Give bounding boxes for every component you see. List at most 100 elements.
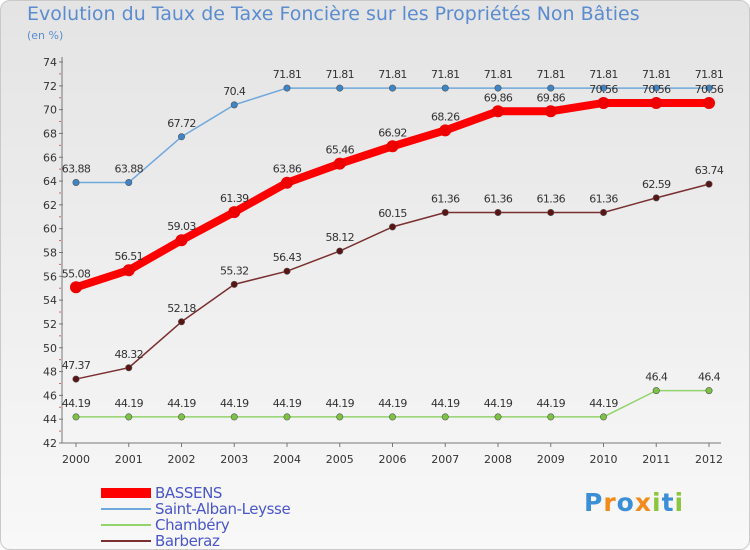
- data-label: 44.19: [484, 397, 513, 410]
- y-tick-label: 74: [43, 56, 57, 69]
- data-point: [494, 208, 502, 216]
- data-label: 44.19: [167, 397, 196, 410]
- data-point: [597, 96, 610, 109]
- data-label: 71.81: [537, 68, 566, 81]
- data-point: [441, 208, 449, 216]
- data-point: [336, 247, 344, 255]
- data-point: [599, 84, 607, 92]
- chart-title: Evolution du Taux de Taxe Foncière sur l…: [27, 3, 640, 25]
- logo-letter: P: [584, 488, 604, 517]
- y-tick-label: 42: [43, 437, 57, 450]
- data-label: 44.19: [431, 397, 460, 410]
- data-point: [705, 180, 713, 188]
- data-label: 66.92: [378, 126, 407, 139]
- data-point: [705, 387, 713, 395]
- data-label: 63.88: [115, 162, 144, 175]
- legend-label: Saint-Alban-Leysse: [155, 500, 291, 518]
- data-label: 63.74: [695, 164, 724, 177]
- data-label: 70.4: [223, 85, 246, 98]
- data-label: 60.15: [378, 207, 407, 220]
- data-point: [281, 176, 293, 189]
- data-point: [494, 413, 502, 421]
- data-point: [283, 84, 291, 92]
- y-axis-unit-label: (en %): [27, 29, 64, 42]
- data-label: 44.19: [326, 397, 355, 410]
- data-label: 44.19: [115, 397, 144, 410]
- logo-letter: t: [661, 488, 675, 517]
- data-point: [547, 84, 555, 92]
- data-point: [386, 140, 399, 153]
- data-point: [441, 84, 449, 92]
- x-tick-label: 2000: [62, 453, 90, 466]
- y-tick-label: 72: [43, 80, 57, 93]
- x-tick-label: 2012: [695, 453, 723, 466]
- x-tick-label: 2010: [590, 453, 618, 466]
- data-point: [125, 413, 133, 421]
- data-point: [547, 413, 555, 421]
- legend-label: Barberaz: [155, 532, 220, 550]
- logo-letter: o: [616, 488, 635, 517]
- data-point: [178, 318, 186, 326]
- y-tick-label: 56: [43, 270, 57, 283]
- data-label: 71.81: [378, 68, 407, 81]
- legend-swatch: [101, 488, 151, 498]
- data-label: 70.56: [589, 83, 618, 96]
- x-tick-label: 2003: [220, 453, 248, 466]
- x-tick-label: 2005: [326, 453, 354, 466]
- data-label: 71.81: [642, 68, 671, 81]
- data-point: [652, 194, 660, 202]
- data-label: 70.56: [695, 83, 724, 96]
- data-label: 71.81: [695, 68, 724, 81]
- data-label: 71.81: [589, 68, 618, 81]
- data-point: [547, 208, 555, 216]
- data-point: [492, 105, 504, 118]
- data-point: [599, 208, 607, 216]
- data-label: 71.81: [484, 68, 513, 81]
- legend-label: BASSENS: [155, 484, 223, 502]
- data-label: 52.18: [167, 302, 196, 315]
- data-label: 71.81: [431, 68, 460, 81]
- data-label: 55.32: [220, 264, 249, 277]
- data-point: [544, 105, 557, 118]
- legend-label: Chambéry: [155, 516, 230, 534]
- data-point: [599, 413, 607, 421]
- legend-swatch: [101, 508, 151, 510]
- data-label: 71.81: [273, 68, 302, 81]
- data-point: [439, 124, 452, 137]
- y-tick-label: 58: [43, 247, 57, 260]
- data-point: [388, 223, 396, 231]
- x-tick-label: 2006: [379, 453, 407, 466]
- data-label: 61.36: [537, 192, 566, 205]
- y-tick-label: 68: [43, 127, 57, 140]
- data-point: [230, 280, 238, 288]
- data-point: [228, 206, 241, 219]
- data-point: [72, 178, 80, 186]
- data-label: 47.37: [62, 359, 91, 372]
- x-tick-label: 2008: [484, 453, 512, 466]
- data-label: 48.32: [115, 348, 144, 361]
- logo-letter: x: [634, 488, 652, 517]
- data-label: 46.4: [645, 371, 668, 384]
- x-tick-label: 2002: [168, 453, 196, 466]
- data-point: [70, 281, 82, 294]
- y-tick-label: 54: [43, 294, 57, 307]
- data-label: 70.56: [642, 83, 671, 96]
- data-label: 61.36: [589, 192, 618, 205]
- legend-swatch: [101, 524, 151, 526]
- proxiti-logo: Proxiti: [584, 488, 684, 517]
- y-tick-label: 60: [43, 223, 57, 236]
- series-lines: [70, 84, 715, 421]
- y-tick-label: 44: [43, 413, 57, 426]
- data-point: [333, 157, 346, 170]
- data-point: [283, 413, 291, 421]
- data-label: 44.19: [378, 397, 407, 410]
- data-labels: 63.88 63.88 67.72 70.4 71.81 71.81 71.81 71.81 7…: [62, 68, 725, 410]
- data-label: 58.12: [326, 231, 355, 244]
- data-point: [336, 413, 344, 421]
- data-label: 68.26: [431, 110, 460, 123]
- data-point: [388, 413, 396, 421]
- logo-letter: i: [674, 488, 685, 517]
- data-point: [283, 267, 291, 275]
- y-tick-label: 46: [43, 389, 57, 402]
- data-label: 56.51: [115, 250, 144, 263]
